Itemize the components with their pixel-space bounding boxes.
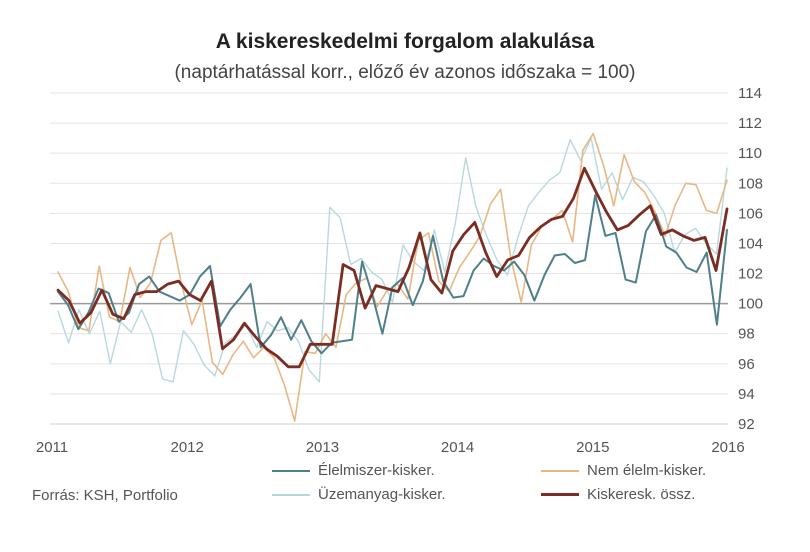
legend-swatch-nem-elelm — [541, 469, 579, 472]
legend-swatch-elelmiszer — [272, 469, 310, 472]
y-tick-label: 106 — [738, 205, 763, 222]
legend-item-nem-elelm: Nem élelm-kisker. — [541, 462, 706, 479]
source-note: Forrás: KSH, Portfolio — [32, 487, 178, 504]
legend-label-elelmiszer: Élelmiszer-kisker. — [318, 462, 435, 479]
legend-swatch-kiskeresk — [541, 493, 579, 496]
y-tick-label: 110 — [738, 145, 762, 162]
y-tick-label: 100 — [738, 296, 763, 313]
series-line-3 — [56, 166, 729, 369]
legend-item-kiskeresk: Kiskeresk. össz. — [541, 486, 695, 503]
y-tick-label: 104 — [738, 235, 763, 252]
chart-title: A kiskereskedelmi forgalom alakulása — [215, 30, 595, 53]
y-tick-label: 96 — [738, 356, 755, 373]
x-tick-label: 2011 — [36, 439, 68, 456]
x-tick-label: 2014 — [441, 439, 474, 456]
chart-subtitle: (naptárhatással korr., előző év azonos i… — [174, 62, 636, 83]
y-tick-label: 98 — [738, 326, 755, 343]
legend-swatch-uzemanyag — [272, 493, 310, 496]
x-tick-label: 2015 — [576, 439, 609, 456]
y-tick-label: 112 — [738, 115, 762, 132]
legend-item-elelmiszer: Élelmiszer-kisker. — [272, 462, 435, 479]
legend-item-uzemanyag: Üzemanyag-kisker. — [272, 486, 446, 503]
x-tick-label: 2012 — [171, 439, 204, 456]
y-tick-label: 94 — [738, 386, 755, 403]
series-line-2 — [57, 137, 728, 383]
y-tick-label: 114 — [738, 85, 762, 102]
y-tick-label: 102 — [738, 266, 763, 283]
legend-label-uzemanyag: Üzemanyag-kisker. — [318, 486, 446, 503]
x-tick-label: 2013 — [306, 439, 339, 456]
legend-label-kiskeresk: Kiskeresk. össz. — [587, 486, 696, 503]
series-line-1 — [57, 132, 728, 422]
series-line-0 — [57, 194, 728, 355]
y-tick-label: 108 — [738, 175, 763, 192]
x-tick-label: 2016 — [711, 439, 744, 456]
legend-label-nem-elelm: Nem élelm-kisker. — [587, 462, 707, 479]
y-tick-label: 92 — [738, 416, 755, 433]
